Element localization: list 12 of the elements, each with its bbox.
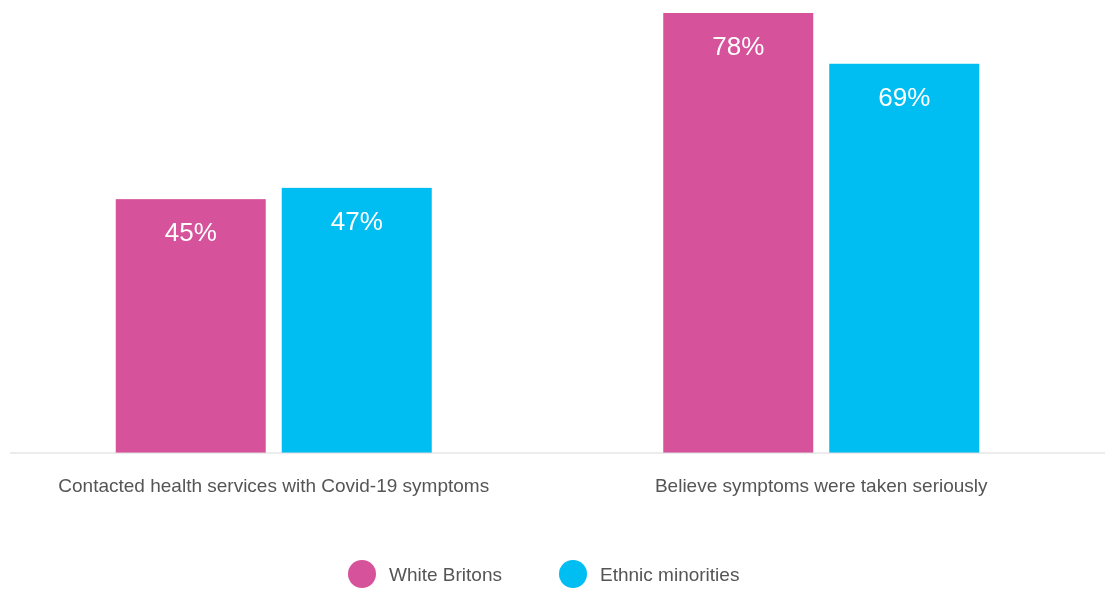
bar xyxy=(281,187,432,453)
legend-label: Ethnic minorities xyxy=(600,564,740,585)
data-label: 47% xyxy=(330,205,383,236)
legend-label: White Britons xyxy=(389,564,502,585)
bar xyxy=(115,199,266,453)
data-label: 45% xyxy=(164,217,217,248)
bar xyxy=(829,63,980,453)
bar xyxy=(663,13,814,453)
x-tick-label: Contacted health services with Covid-19 symptoms xyxy=(58,475,490,496)
x-tick-label: Believe symptoms were taken seriously xyxy=(654,475,989,496)
data-label: 78% xyxy=(712,31,765,61)
data-label: 69% xyxy=(878,81,931,112)
